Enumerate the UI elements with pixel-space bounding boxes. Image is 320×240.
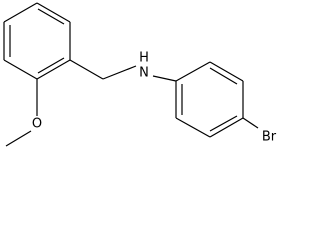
bond (36, 59, 71, 80)
structure: H N O Br (3, 2, 277, 147)
bond (102, 65, 137, 80)
page: H N O Br (() => { const data = JSON.pars… (3, 2, 277, 147)
bond (242, 117, 259, 129)
bond (209, 117, 244, 138)
double-bond (209, 115, 238, 132)
atom-label: H (139, 51, 149, 66)
atom-label: Br (262, 130, 277, 145)
bond (69, 59, 104, 80)
atom-label: O (32, 117, 42, 132)
bond (3, 2, 38, 23)
double-bond (37, 8, 65, 25)
bonds (3, 2, 259, 147)
bond (152, 75, 177, 82)
bond (175, 117, 211, 138)
bond (5, 130, 32, 147)
bond (209, 61, 244, 82)
bond (3, 59, 38, 80)
double-bond (37, 57, 65, 74)
double-bond (209, 67, 238, 85)
bond (175, 61, 211, 82)
atom-label: N (139, 66, 149, 81)
bond (36, 2, 71, 23)
